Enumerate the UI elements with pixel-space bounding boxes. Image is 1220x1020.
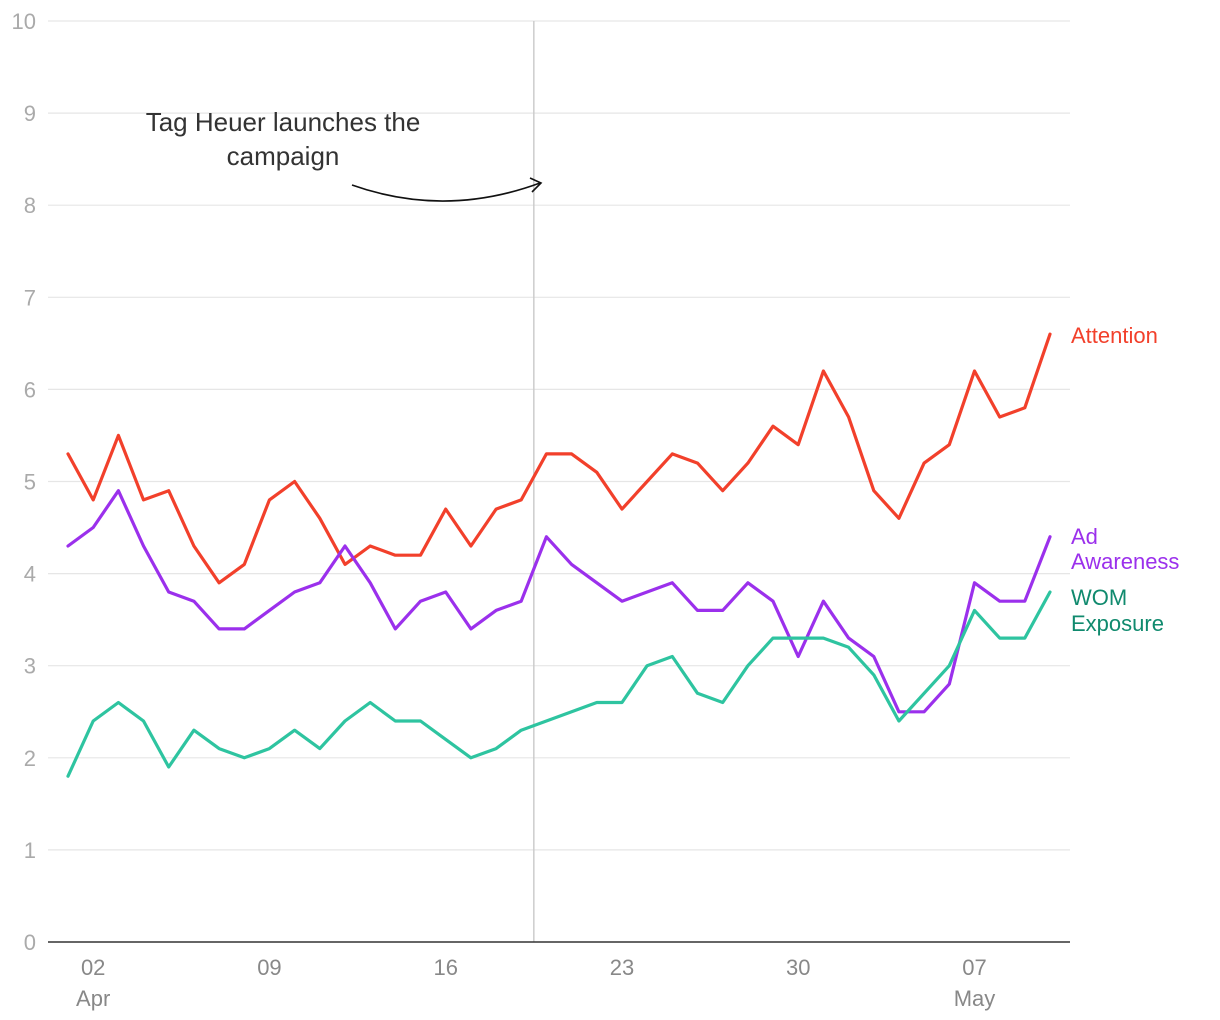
y-tick-label-5: 5 xyxy=(24,470,36,495)
y-tick-label-3: 3 xyxy=(24,654,36,679)
grid-lines xyxy=(48,20,1070,851)
series-line-attention xyxy=(66,332,1052,585)
series-label-3-line-2: Exposure xyxy=(1071,611,1164,636)
x-axis-tick-labels: 02 Apr 09 16 23 30 07 May xyxy=(76,955,995,1011)
y-axis-tick-labels: 0 1 2 3 4 5 6 7 8 9 10 xyxy=(12,9,36,955)
campaign-annotation: Tag Heuer launches the campaign xyxy=(146,107,543,202)
series-label-2-line-1: Ad xyxy=(1071,524,1098,549)
x-tick-label-02: 02 xyxy=(81,955,105,980)
x-tick-label-23: 23 xyxy=(610,955,634,980)
annotation-text-line-2: campaign xyxy=(227,141,340,171)
y-tick-label-7: 7 xyxy=(24,285,36,310)
x-tick-month-May: May xyxy=(954,986,996,1011)
series-label-1-line-1: Attention xyxy=(1071,323,1158,348)
x-tick-label-07: 07 xyxy=(962,955,986,980)
y-tick-label-9: 9 xyxy=(24,101,36,126)
series-line-ad-awareness xyxy=(66,489,1052,714)
x-tick-label-09: 09 xyxy=(257,955,281,980)
series-lines xyxy=(66,332,1052,778)
y-tick-label-2: 2 xyxy=(24,746,36,771)
series-line-wom-exposure xyxy=(66,590,1052,778)
series-label-3-line-1: WOM xyxy=(1071,585,1127,610)
y-tick-label-6: 6 xyxy=(24,377,36,402)
series-label-2-line-2: Awareness xyxy=(1071,549,1179,574)
annotation-arrowhead xyxy=(529,177,543,193)
y-tick-label-4: 4 xyxy=(24,562,36,587)
annotation-arrow xyxy=(351,182,541,202)
x-tick-label-16: 16 xyxy=(433,955,457,980)
y-tick-label-10: 10 xyxy=(12,9,36,34)
y-tick-label-8: 8 xyxy=(24,193,36,218)
y-tick-label-0: 0 xyxy=(24,930,36,955)
x-tick-month-Apr: Apr xyxy=(76,986,110,1011)
x-tick-label-30: 30 xyxy=(786,955,810,980)
annotation-text-line-1: Tag Heuer launches the xyxy=(146,107,421,137)
y-tick-label-1: 1 xyxy=(24,838,36,863)
